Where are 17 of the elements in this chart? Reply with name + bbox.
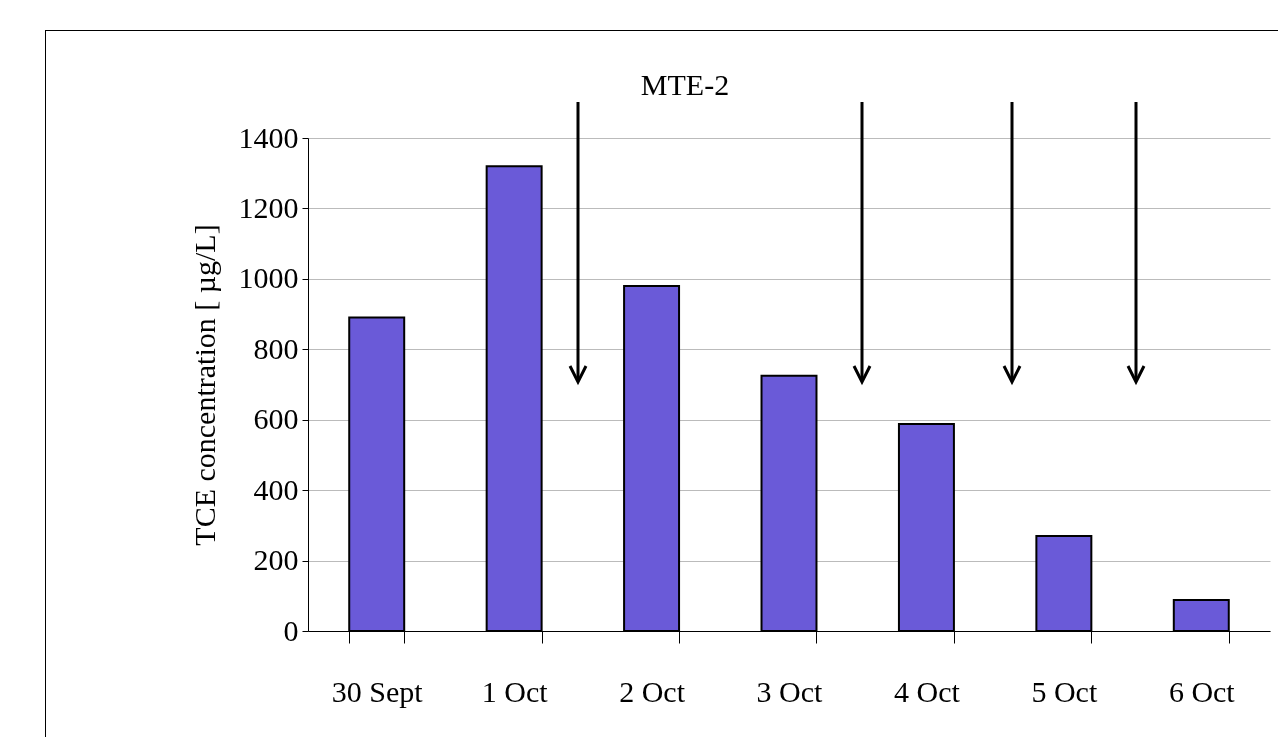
y-tick-label: 600 [253,402,299,436]
x-tick-label: 1 Oct [481,674,549,708]
y-tick-label: 400 [253,472,299,506]
y-tick-label: 800 [253,331,299,365]
x-tick-label: 4 Oct [894,674,961,708]
y-tick-label: 1400 [238,120,299,154]
y-tick-label: 0 [283,613,299,647]
y-tick-label: 1000 [238,261,299,295]
x-tick-label: 3 Oct [756,674,824,708]
x-tick-label: 30 Sept [331,674,424,708]
x-tick-label: 5 Oct [1031,674,1098,708]
y-tick-label: 200 [253,543,299,577]
x-tick-label: 6 Oct [1168,674,1236,708]
y-tick-label: 1200 [238,190,299,224]
x-tick-label: 2 Oct [619,674,686,708]
y-axis-title: TCE concentration [ µg/L] [187,224,221,546]
text: MTE-2 [640,68,730,101]
